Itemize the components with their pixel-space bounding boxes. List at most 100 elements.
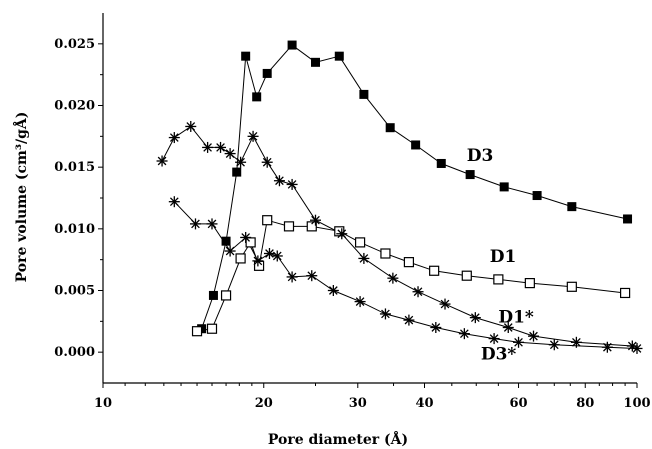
data-point-d3	[221, 236, 231, 246]
data-point-d3	[465, 170, 475, 180]
y-tick-label: 0.020	[54, 99, 95, 114]
data-point-d1	[206, 323, 218, 334]
data-point-d3-star	[271, 250, 283, 262]
data-point-d3	[287, 40, 297, 50]
data-point-d1-star	[358, 252, 370, 264]
y-tick-label: 0.005	[54, 284, 95, 299]
series-label-d1: D1	[490, 247, 517, 267]
data-point-d1	[220, 290, 232, 301]
series-labels: D3 D1 D1* D3*	[467, 146, 534, 365]
data-point-d3	[623, 214, 633, 224]
data-point-d1-star	[286, 178, 298, 190]
data-point-d1-star	[528, 330, 540, 342]
x-tick-label: 30	[349, 396, 367, 411]
data-point-d1	[283, 221, 295, 232]
series-markers	[156, 40, 643, 354]
data-point-d3-star	[206, 218, 218, 230]
series-label-d1-star: D1*	[498, 308, 534, 328]
data-point-d3-star	[548, 339, 560, 351]
data-point-d1-star	[247, 130, 259, 142]
data-point-d1	[354, 237, 366, 248]
data-point-d1	[191, 326, 203, 337]
x-tick-label: 40	[415, 396, 433, 411]
data-point-d1-star	[309, 214, 321, 226]
x-tick-label: 10	[94, 396, 112, 411]
data-point-d1-star	[570, 336, 582, 348]
axes	[98, 13, 638, 388]
data-point-d3-star	[168, 196, 180, 208]
tick-labels: 0.000 0.005 0.010 0.015 0.020 0.025 10 20 30 40 60…	[54, 37, 650, 411]
data-point-d3-star	[513, 336, 525, 348]
y-tick-label: 0.015	[54, 160, 95, 175]
series-label-d3-star: D3*	[481, 345, 517, 365]
data-point-d1	[403, 257, 415, 268]
data-point-d3	[385, 123, 395, 133]
data-point-d1	[306, 221, 317, 232]
series-line-d1-star	[161, 125, 633, 347]
data-point-d1	[461, 270, 472, 281]
data-point-d3-star	[354, 296, 366, 308]
data-point-d3-star	[458, 328, 470, 340]
data-point-d3-star	[224, 245, 236, 257]
data-point-d1-star	[336, 228, 348, 240]
data-point-d1-star	[439, 298, 451, 310]
y-axis-label: Pore volume (cm³/gÅ)	[12, 112, 30, 283]
data-point-d3	[499, 182, 509, 192]
data-point-d1-star	[235, 156, 247, 168]
data-point-d1	[235, 253, 246, 264]
data-point-d3-star	[263, 248, 275, 259]
x-tick-label: 100	[623, 396, 650, 411]
data-point-d3-star	[631, 342, 643, 354]
data-point-d3	[334, 51, 344, 61]
data-point-d1	[566, 281, 577, 292]
data-point-d3	[567, 202, 577, 212]
data-point-d1-star	[469, 312, 481, 324]
data-point-d3-star	[430, 322, 442, 333]
data-point-d1	[429, 265, 440, 276]
data-point-d3-star	[240, 231, 252, 243]
data-point-d3-star	[327, 285, 339, 296]
data-point-d1-star	[224, 148, 236, 160]
data-point-d3	[436, 158, 446, 168]
data-point-d3	[532, 191, 542, 201]
data-point-d3-star	[379, 308, 391, 320]
data-point-d3	[411, 140, 421, 150]
data-point-d1	[262, 215, 273, 226]
series-label-d3: D3	[467, 146, 494, 166]
data-point-d1-star	[273, 175, 285, 187]
data-point-d3-star	[286, 271, 298, 283]
data-point-d3-star	[403, 314, 415, 326]
data-point-d3-star	[189, 218, 201, 230]
data-point-d1-star	[387, 272, 399, 284]
x-tick-label: 80	[576, 396, 594, 411]
data-point-d1	[380, 248, 391, 259]
data-point-d3	[262, 68, 272, 78]
data-point-d1-star	[412, 286, 424, 298]
data-point-d1-star	[202, 141, 214, 153]
data-point-d3-star	[252, 255, 264, 267]
data-point-d3-star	[601, 341, 613, 353]
data-point-d3	[241, 51, 251, 61]
x-tick-label: 60	[509, 396, 527, 411]
y-tick-label: 0.000	[54, 345, 95, 360]
data-point-d1-star	[502, 322, 514, 333]
data-point-d1	[493, 274, 504, 285]
data-point-d3-star	[306, 270, 318, 282]
data-point-d3	[310, 57, 320, 67]
data-point-d1	[620, 287, 631, 299]
x-axis-label: Pore diameter (Å)	[268, 430, 408, 448]
data-point-d3	[359, 89, 369, 99]
y-tick-label: 0.010	[54, 222, 95, 237]
y-tick-label: 0.025	[54, 37, 95, 52]
data-point-d3	[208, 290, 218, 300]
data-point-d1-star	[156, 155, 168, 167]
data-point-d1-star	[215, 141, 227, 153]
x-tick-label: 20	[255, 396, 273, 411]
data-point-d1	[524, 278, 535, 289]
data-point-d1-star	[168, 132, 180, 144]
data-point-d3	[252, 92, 262, 102]
data-point-d3	[232, 167, 242, 177]
data-point-d1-star	[185, 120, 197, 132]
